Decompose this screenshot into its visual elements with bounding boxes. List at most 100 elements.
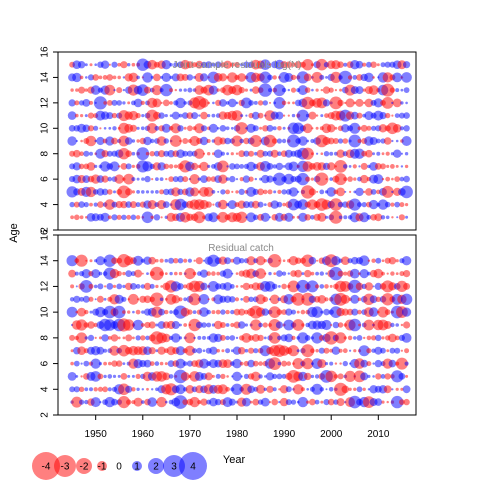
residual-bubble <box>352 75 358 80</box>
residual-bubble <box>116 100 122 106</box>
residual-bubble <box>136 387 140 391</box>
residual-bubble <box>283 294 295 305</box>
residual-bubble <box>171 111 180 120</box>
residual-bubble <box>267 74 273 81</box>
residual-bubble <box>148 347 156 355</box>
residual-bubble <box>246 161 256 172</box>
residual-bubble <box>177 188 184 195</box>
residual-bubble <box>137 298 140 301</box>
residual-bubble <box>264 281 276 292</box>
x-tick-label: 1980 <box>226 429 249 440</box>
residual-bubble <box>285 386 292 393</box>
bottom-panel-y-axis: 2 4 6 8 10 12 14 16 <box>40 229 58 418</box>
residual-bubble <box>163 138 169 144</box>
residual-bubble <box>405 203 409 207</box>
residual-bubble <box>234 61 240 68</box>
residual-bubble <box>164 362 168 366</box>
residual-bubble <box>175 358 186 369</box>
residual-bubble <box>358 323 361 327</box>
residual-bubble <box>344 370 356 382</box>
residual-bubble <box>398 214 405 221</box>
residual-bubble <box>239 361 244 366</box>
residual-bubble <box>206 176 212 182</box>
residual-bubble <box>315 114 319 117</box>
residual-bubble <box>258 361 263 366</box>
residual-bubble <box>276 201 283 208</box>
residual-bubble <box>239 138 244 144</box>
residual-bubble <box>244 348 249 353</box>
residual-bubble <box>287 345 300 357</box>
residual-bubble <box>337 322 344 328</box>
residual-bubble <box>178 297 183 302</box>
residual-bubble <box>159 271 164 276</box>
residual-bubble <box>391 139 394 143</box>
residual-bubble <box>268 332 281 344</box>
residual-bubble <box>311 152 314 156</box>
residual-bubble <box>228 398 236 406</box>
residual-bubble <box>243 295 250 303</box>
residual-bubble <box>244 88 248 92</box>
residual-bubble <box>394 201 401 208</box>
residual-bubble <box>257 188 264 196</box>
residual-bubble <box>241 333 252 343</box>
residual-bubble <box>123 173 135 185</box>
residual-bubble <box>256 384 266 394</box>
residual-bubble <box>395 164 399 168</box>
residual-bubble <box>357 309 362 315</box>
residual-bubble <box>75 285 78 288</box>
residual-bubble <box>82 124 91 133</box>
residual-bubble <box>211 374 215 378</box>
residual-bubble <box>304 87 311 93</box>
residual-bubble <box>391 370 404 383</box>
residual-bubble <box>327 398 335 406</box>
residual-bubble <box>290 87 297 93</box>
residual-bubble <box>205 61 213 69</box>
residual-bubble <box>220 189 226 195</box>
residual-bubble <box>372 285 375 288</box>
residual-bubble <box>208 123 218 133</box>
residual-bubble <box>288 161 299 172</box>
residual-bubble <box>374 213 383 222</box>
residual-bubble <box>116 87 123 94</box>
residual-bubble <box>111 398 118 406</box>
legend-bubble <box>148 458 164 474</box>
x-tick-label: 1990 <box>273 429 296 440</box>
residual-bubble <box>128 72 139 83</box>
residual-bubble <box>212 203 215 206</box>
residual-bubble <box>324 215 329 219</box>
residual-bubble <box>394 335 400 341</box>
residual-bubble <box>135 284 141 289</box>
residual-bubble <box>253 348 259 354</box>
residual-bubble <box>217 384 228 395</box>
residual-bubble <box>215 283 222 290</box>
residual-bubble <box>173 258 179 264</box>
residual-bubble <box>343 215 348 220</box>
residual-bubble <box>125 385 133 393</box>
residual-bubble <box>97 283 104 290</box>
residual-bubble <box>189 174 200 185</box>
residual-bubble <box>251 111 260 120</box>
residual-bubble <box>242 201 250 209</box>
residual-bubble <box>145 190 150 194</box>
residual-bubble <box>262 322 268 328</box>
residual-bubble <box>74 100 80 106</box>
residual-bubble <box>150 190 154 194</box>
residual-bubble <box>141 400 145 404</box>
residual-bubble <box>103 297 107 301</box>
residual-bubble <box>74 271 79 276</box>
residual-bubble <box>301 96 314 110</box>
residual-bubble <box>291 309 296 315</box>
residual-bubble <box>216 348 220 353</box>
residual-bubble <box>93 284 98 289</box>
residual-bubble <box>384 201 391 208</box>
residual-bubble <box>337 270 344 277</box>
residual-bubble <box>325 388 328 391</box>
residual-bubble <box>269 101 271 104</box>
legend-label: -4 <box>42 462 51 473</box>
residual-bubble <box>231 135 243 147</box>
residual-bubble <box>315 126 319 130</box>
residual-bubble <box>314 399 320 405</box>
residual-bubble <box>286 361 292 366</box>
residual-bubble <box>177 125 184 132</box>
residual-bubble <box>252 398 260 406</box>
